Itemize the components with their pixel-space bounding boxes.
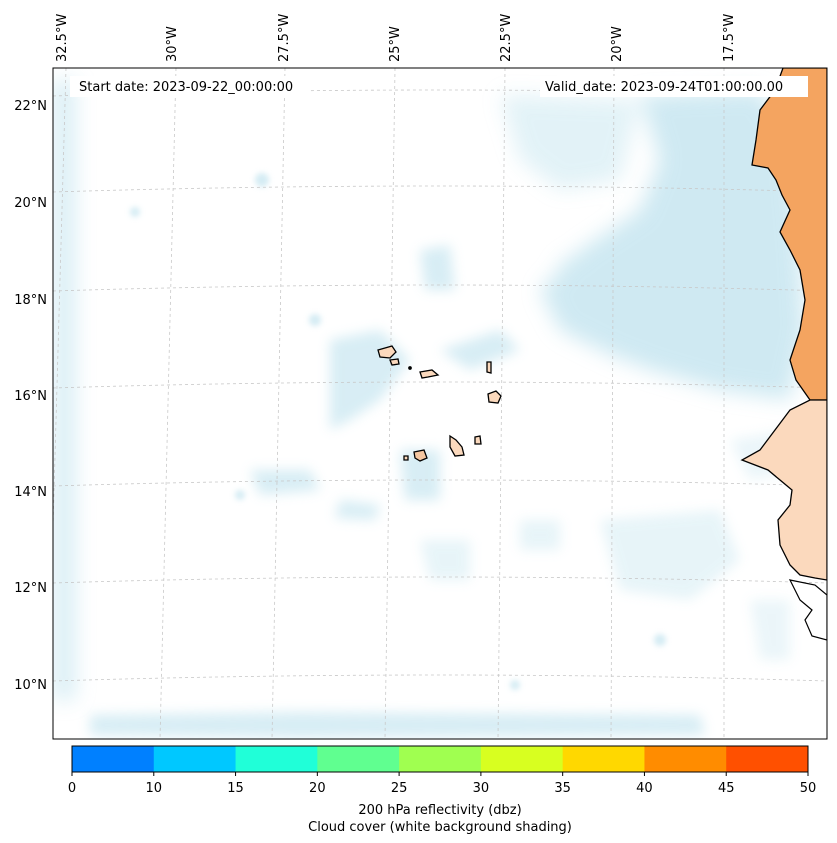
island-maio (474, 435, 482, 445)
colorbar-swatch (562, 746, 645, 772)
valid-date-label: Valid_date: 2023-09-24T01:00:00.00 (545, 80, 783, 95)
map-frame (52, 67, 828, 740)
valid-date-box (540, 76, 808, 97)
lat-label: 10°N (14, 678, 47, 693)
lat-label: 12°N (14, 581, 47, 596)
mainland-south (740, 399, 827, 581)
colorbar-swatches (72, 746, 809, 772)
colorbar-tick-label: 50 (800, 781, 817, 796)
colorbar-tick-label: 30 (473, 781, 490, 796)
map-panel: Start date: 2023-09-22_00:00:00 Valid_da… (53, 68, 827, 739)
colorbar-swatch (235, 746, 318, 772)
lat-label: 16°N (14, 389, 47, 404)
start-date-box (70, 76, 310, 97)
colorbar-swatch (480, 746, 564, 772)
latitude-labels: 22°N 20°N 18°N 16°N 14°N 12°N 10°N (14, 99, 47, 693)
lon-label: 32.5°W (55, 14, 70, 62)
island-sal (486, 361, 492, 374)
island-fogo (413, 449, 428, 462)
colorbar-tick-label: 25 (391, 781, 408, 796)
island-santiago (449, 434, 465, 457)
guinea-bissau-coast (788, 579, 827, 641)
lon-label: 17.5°W (722, 14, 737, 62)
island-santo-antao (377, 345, 397, 359)
mainland-north (751, 68, 827, 401)
lon-label: 20°W (610, 26, 625, 62)
lat-label: 20°N (14, 196, 47, 211)
colorbar-tick-label: 35 (554, 781, 571, 796)
start-date-label: Start date: 2023-09-22_00:00:00 (79, 80, 293, 95)
colorbar-tick-label: 20 (309, 781, 326, 796)
cape-verde-islands (377, 345, 502, 462)
colorbar-swatch (72, 746, 155, 772)
colorbar-swatch (644, 746, 727, 772)
african-coast (740, 68, 827, 641)
colorbar-tick-label: 45 (718, 781, 735, 796)
longitude-labels: 32.5°W 30°W 27.5°W 25°W 22.5°W 20°W 17.5… (55, 14, 737, 62)
lon-label: 30°W (165, 26, 180, 62)
lat-label: 14°N (14, 485, 47, 500)
colorbar: 0 10 15 20 25 30 35 40 45 50 200 hPa reflectivity… (68, 745, 816, 835)
colorbar-swatch (317, 746, 400, 772)
colorbar-tick-label: 15 (227, 781, 244, 796)
island-boa-vista (487, 390, 502, 404)
lon-label: 27.5°W (277, 14, 292, 62)
colorbar-swatch (726, 746, 809, 772)
lon-label: 25°W (388, 26, 403, 62)
island-sao-vicente (389, 358, 400, 366)
lon-label: 22.5°W (499, 14, 514, 62)
colorbar-label-line2: Cloud cover (white background shading) (308, 820, 572, 835)
colorbar-frame (71, 745, 809, 773)
colorbar-swatch (153, 746, 237, 772)
lat-label: 22°N (14, 99, 47, 114)
date-annotations: Start date: 2023-09-22_00:00:00 Valid_da… (70, 76, 808, 97)
island-sao-nicolau (419, 369, 440, 379)
colorbar-label-line1: 200 hPa reflectivity (dbz) (358, 803, 521, 818)
colorbar-tick-label: 10 (146, 781, 163, 796)
colorbar-ticks: 0 10 15 20 25 30 35 40 45 50 (68, 772, 816, 796)
colorbar-tick-label: 40 (636, 781, 653, 796)
lat-label: 18°N (14, 293, 47, 308)
colorbar-tick-label: 0 (68, 781, 76, 796)
colorbar-swatch (399, 746, 482, 772)
island-brava (403, 455, 409, 461)
